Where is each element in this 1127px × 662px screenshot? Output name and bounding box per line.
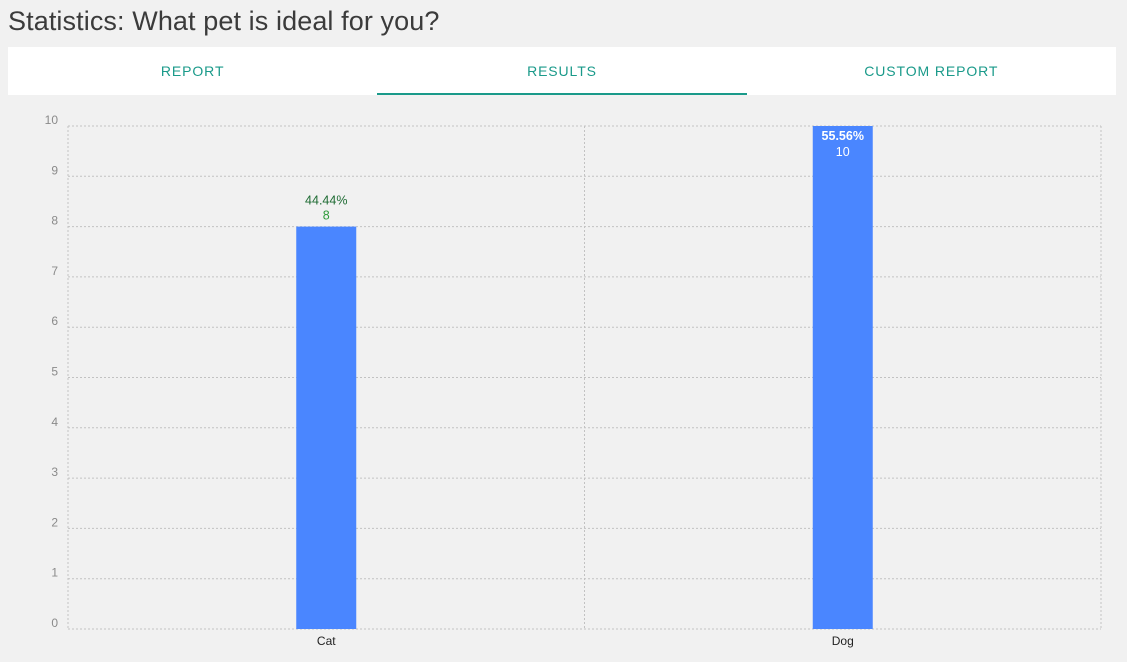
y-tick-label: 7 (51, 264, 58, 278)
bar-dog[interactable] (812, 126, 873, 629)
x-tick-label: Dog (832, 634, 854, 648)
bar-cat[interactable] (296, 226, 357, 629)
y-tick-label: 5 (51, 365, 58, 379)
y-tick-label: 6 (51, 314, 58, 328)
y-tick-label: 1 (51, 566, 58, 580)
tab-results[interactable]: RESULTS (377, 47, 747, 95)
bar-count-label: 8 (323, 209, 330, 223)
y-tick-label: 10 (45, 113, 59, 127)
tab-custom-report[interactable]: CUSTOM REPORT (864, 63, 999, 79)
y-tick-label: 8 (51, 214, 58, 228)
y-tick-label: 0 (51, 616, 58, 630)
bar-percent-label: 55.56% (822, 129, 864, 143)
page-title: Statistics: What pet is ideal for you? (8, 6, 440, 36)
y-tick-label: 2 (51, 515, 58, 529)
x-tick-label: Cat (317, 634, 336, 648)
y-tick-label: 4 (51, 415, 58, 429)
bar-count-label: 10 (836, 145, 850, 159)
bar-percent-label: 44.44% (305, 194, 347, 208)
tab-report[interactable]: REPORT (160, 63, 225, 79)
y-tick-label: 9 (51, 163, 58, 177)
tab-bar: REPORT RESULTS CUSTOM REPORT (8, 47, 1116, 95)
y-tick-label: 3 (51, 465, 58, 479)
